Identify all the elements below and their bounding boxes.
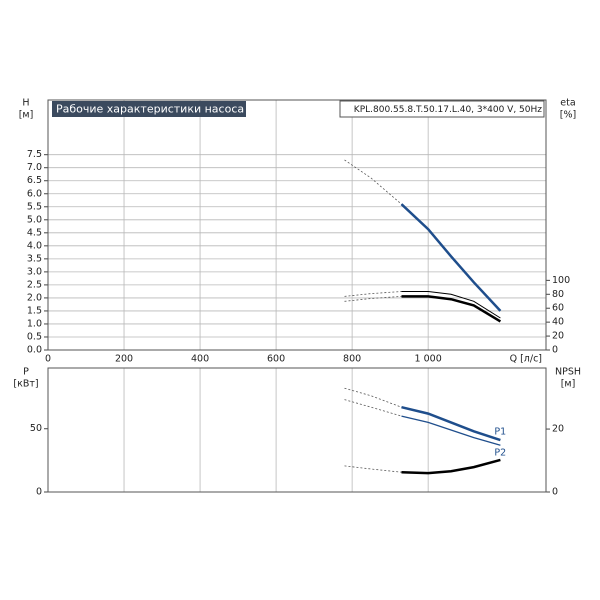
y2-tick-label: 20 — [552, 331, 564, 342]
chart-title: Рабочие характеристики насоса — [56, 103, 244, 116]
series-label: P1 — [494, 427, 506, 438]
x-tick-label: 400 — [191, 354, 209, 365]
y2-tick-label: 0 — [552, 345, 558, 356]
y-axis-label: P — [23, 367, 29, 378]
series-label: P2 — [494, 448, 506, 459]
y2-tick-label: 20 — [552, 424, 564, 435]
y-tick-label: 6.5 — [27, 175, 42, 186]
plot-frame — [47, 99, 547, 351]
y2-tick-label: 40 — [552, 317, 564, 328]
y-tick-label: 5.5 — [27, 201, 42, 212]
x-axis-label: Q [л/с] — [510, 354, 542, 365]
y-axis-unit: [м] — [19, 110, 34, 121]
x-tick-label: 800 — [343, 354, 361, 365]
y-axis-unit: [кВт] — [13, 379, 38, 390]
curve — [401, 405, 501, 442]
curve-extrapolated — [344, 387, 402, 408]
y-tick-label: 4.5 — [27, 227, 42, 238]
y-tick-label: 1.0 — [27, 318, 42, 329]
y-tick-label: 7.0 — [27, 162, 42, 173]
curve — [400, 203, 502, 312]
y-tick-label: 7.5 — [27, 149, 42, 160]
y2-axis-unit: [м] — [561, 379, 576, 390]
y2-tick-label: 0 — [552, 487, 558, 498]
curve — [401, 291, 501, 319]
subtitle-box — [339, 100, 545, 118]
y-tick-label: 2.0 — [27, 292, 42, 303]
curve-extrapolated — [344, 291, 402, 297]
x-tick-label: 1 000 — [415, 354, 442, 365]
y-tick-label: 0 — [36, 487, 42, 498]
y2-tick-label: 100 — [552, 275, 570, 286]
y2-axis-label: eta — [560, 98, 575, 109]
x-tick-label: 0 — [45, 354, 51, 365]
y-tick-label: 1.5 — [27, 305, 42, 316]
curve-extrapolated — [344, 465, 402, 473]
plot-frame — [47, 367, 547, 493]
y2-axis-label: NPSH — [555, 367, 581, 378]
curve-extrapolated — [344, 399, 402, 417]
curve-extrapolated — [344, 296, 402, 302]
y-tick-label: 50 — [30, 423, 42, 434]
x-tick-label: 200 — [115, 354, 133, 365]
curve — [401, 295, 502, 323]
y-axis-label: H — [22, 98, 29, 109]
y2-axis-unit: [%] — [560, 110, 576, 121]
y-tick-label: 3.0 — [27, 266, 42, 277]
title-box — [52, 101, 246, 117]
y-tick-label: 2.5 — [27, 279, 42, 290]
chart-subtitle: KPL.800.55.8.T.50.17.L.40, 3*400 V, 50Hz — [354, 105, 542, 115]
y-tick-label: 6.0 — [27, 188, 42, 199]
y-tick-label: 4.0 — [27, 240, 42, 251]
curve-extrapolated — [344, 159, 402, 205]
x-tick-label: 600 — [267, 354, 285, 365]
y-tick-label: 3.5 — [27, 253, 42, 264]
y-tick-label: 5.0 — [27, 214, 42, 225]
curve — [401, 458, 501, 475]
y2-tick-label: 60 — [552, 303, 564, 314]
y-tick-label: 0.5 — [27, 331, 42, 342]
y-tick-label: 0.0 — [27, 345, 42, 356]
y2-tick-label: 80 — [552, 289, 564, 300]
curve — [401, 415, 501, 446]
